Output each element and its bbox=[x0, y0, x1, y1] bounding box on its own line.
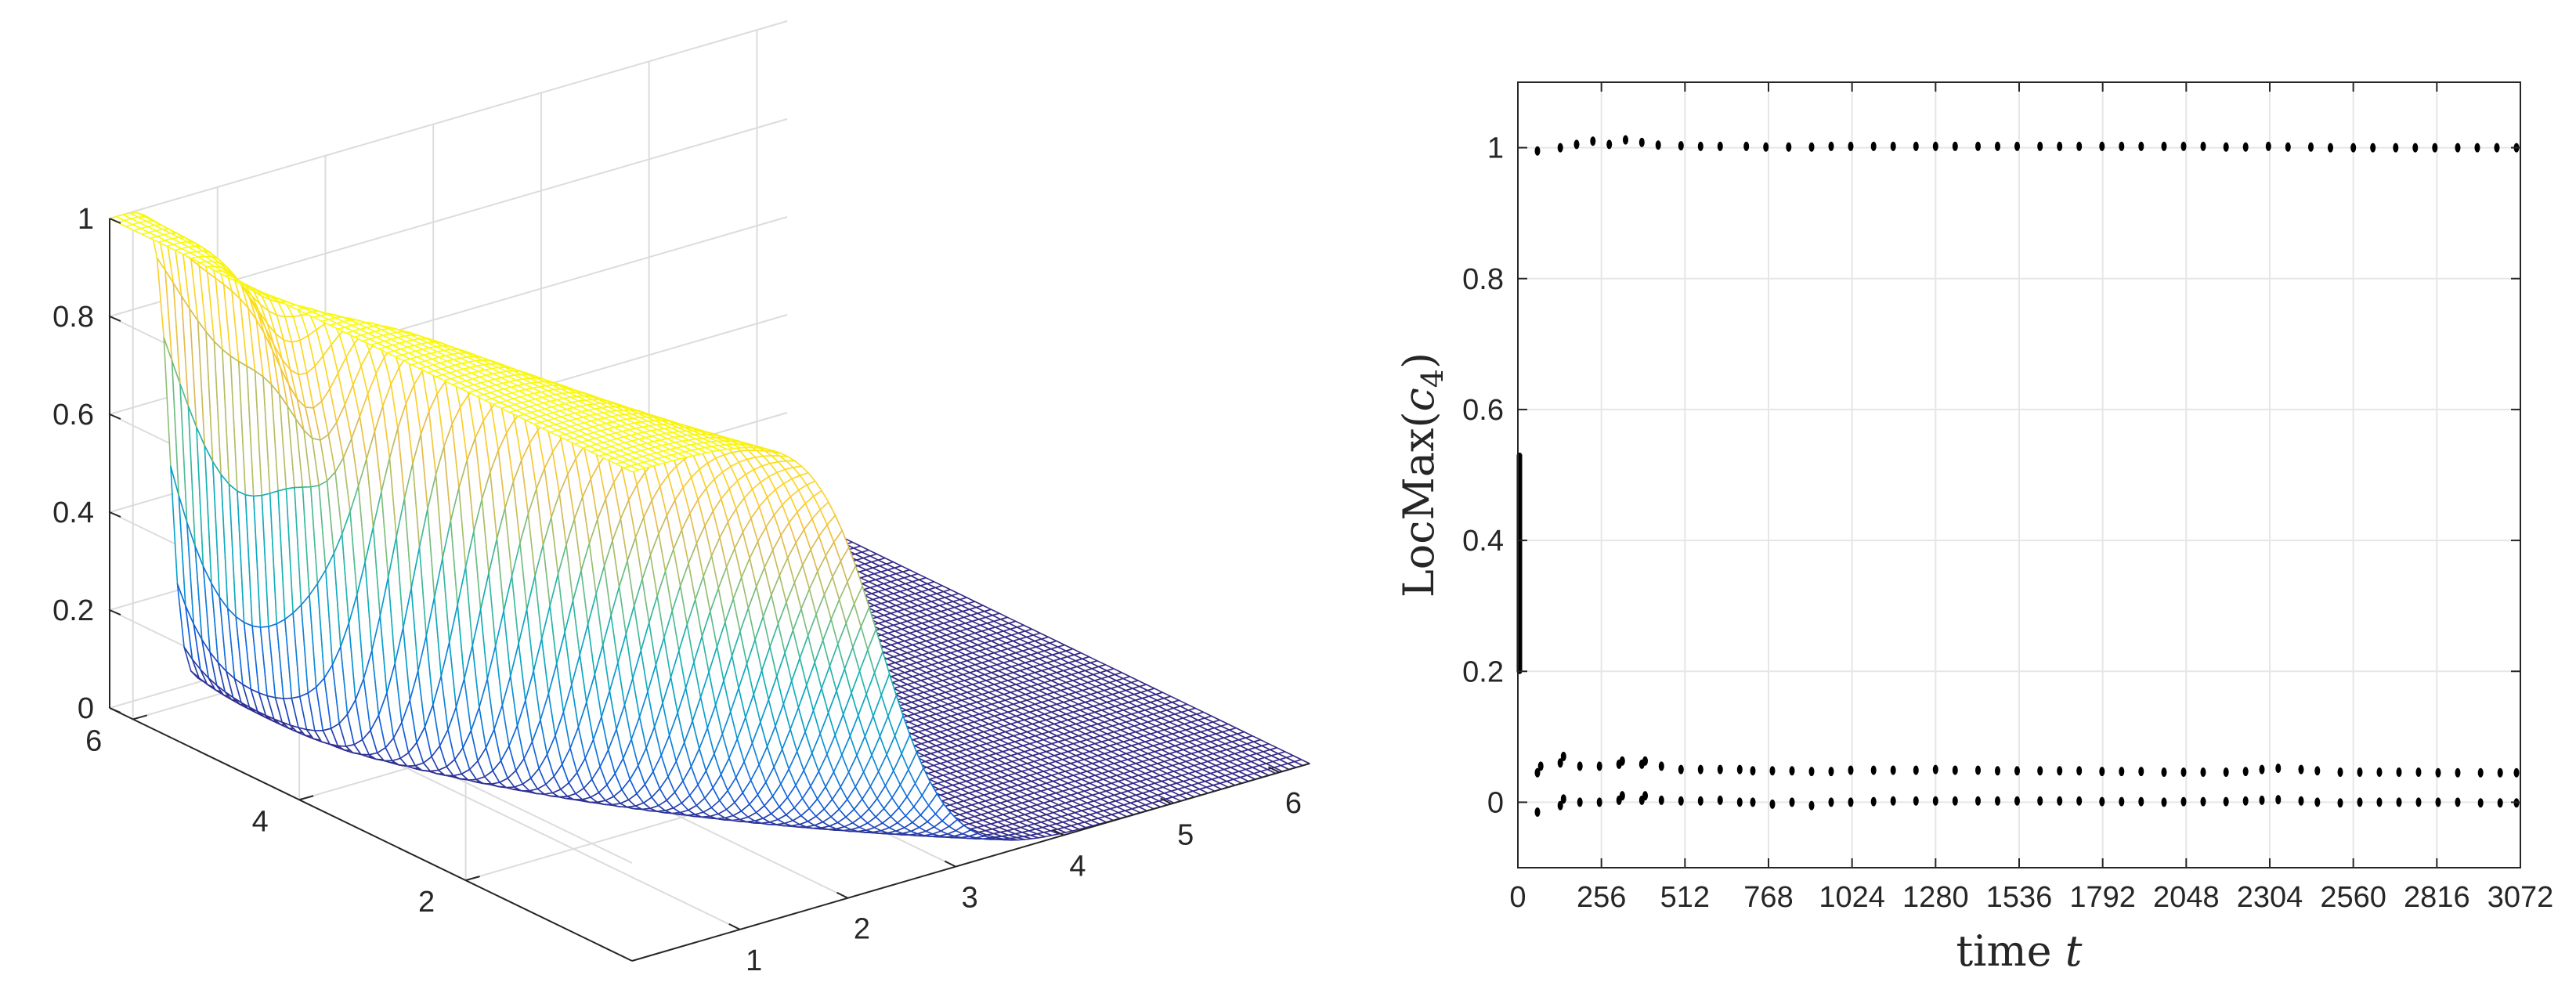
surface-mesh bbox=[109, 211, 1310, 841]
